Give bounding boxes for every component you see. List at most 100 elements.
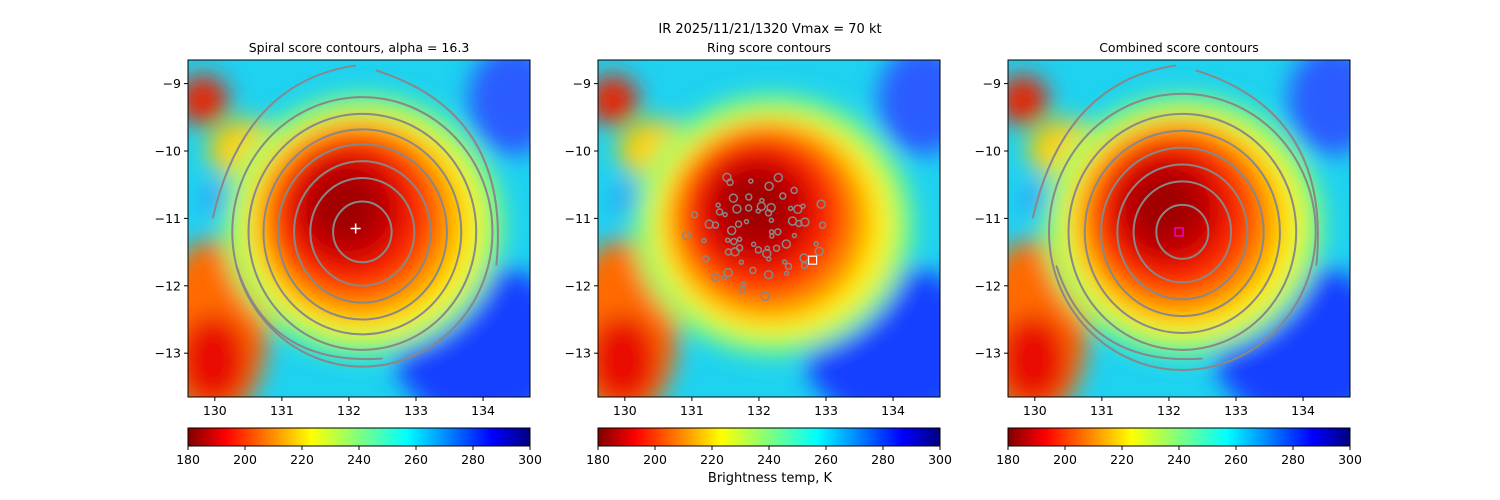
contour-line: [818, 221, 827, 229]
colorbar-tick-label: 240: [347, 452, 371, 467]
contour-line: [715, 202, 721, 208]
contour-line: [1155, 203, 1210, 260]
colorbar-tick-label: 280: [461, 452, 485, 467]
colorbar-tick-label: 180: [176, 452, 200, 467]
contour-line: [773, 172, 784, 183]
x-tick-label: 131: [1090, 403, 1114, 418]
colorbar-2: 180 200 220 240 260 280 300: [586, 427, 952, 467]
contour-line: [704, 219, 715, 229]
colorbar-tick-label: 220: [700, 452, 724, 467]
x-tick-label: 130: [613, 403, 637, 418]
panel-title-1: Spiral score contours, alpha = 16.3: [248, 40, 470, 55]
contour-line: [732, 204, 742, 214]
contour-line: [1067, 112, 1298, 351]
x-tick-label: 134: [1291, 403, 1315, 418]
colorbar-tick-label: 220: [290, 452, 314, 467]
y-tick-label: −11: [155, 211, 181, 226]
contour-line: [764, 245, 771, 252]
contour-line: [681, 230, 692, 241]
contour-line: [332, 200, 393, 264]
y-tick-label: −13: [975, 346, 1001, 361]
center-marker: [1174, 227, 1184, 237]
contour-line: [768, 217, 775, 224]
contour-line: [800, 217, 810, 227]
x-tick-label: 130: [203, 403, 227, 418]
contour-line: [759, 197, 765, 204]
y-tick-label: −13: [565, 346, 591, 361]
y-tick-label: −12: [155, 278, 181, 293]
panel-title-3: Combined score contours: [1099, 40, 1259, 55]
y-tick-label: −9: [163, 76, 181, 91]
contour-line: [769, 233, 775, 239]
contour-line: [722, 172, 732, 183]
contour-line: [710, 272, 721, 282]
contour-line: [701, 237, 707, 244]
ir-image-2: [598, 60, 940, 397]
contour-line: [749, 266, 757, 275]
contour-line: [730, 247, 740, 257]
y-tick-label: −13: [155, 346, 181, 361]
contour-line: [1083, 129, 1281, 334]
contour-line: [722, 211, 728, 218]
colorbar-tick-label: 200: [643, 452, 667, 467]
colorbar-tick-label: 200: [1053, 452, 1077, 467]
colorbar-tick-label: 280: [871, 452, 895, 467]
colorbar-3: 180 200 220 240 260 280 300: [996, 427, 1362, 467]
panel-1: 130 131 132 133 134 −9 −10 −11 −12 −13 180 200 220 24…: [155, 59, 542, 467]
contour-line: [814, 246, 825, 257]
contour-line: [816, 199, 826, 209]
colorbar-tick-label: 280: [1281, 452, 1305, 467]
y-tick-label: −11: [975, 211, 1001, 226]
figure-suptitle: IR 2025/11/21/1320 Vmax = 70 kt: [0, 22, 1500, 38]
y-tick-label: −12: [565, 278, 591, 293]
contour-line: [750, 241, 757, 248]
axes-frame: [597, 59, 941, 398]
contour-line: [772, 244, 781, 252]
colorbar-tick-label: 240: [1167, 452, 1191, 467]
panel-title-2: Ring score contours: [706, 40, 832, 55]
contour-line: [1116, 163, 1249, 301]
contour-line: [787, 205, 794, 212]
contour-line: [715, 208, 724, 216]
colorbar-tick-label: 200: [233, 452, 257, 467]
y-tick-label: −10: [155, 143, 181, 158]
contour-line: [800, 203, 806, 209]
contour-line: [1031, 64, 1176, 219]
x-tick-label: 134: [881, 403, 905, 418]
x-tick-label: 132: [337, 403, 361, 418]
contour-line: [375, 69, 499, 266]
y-tick-label: −12: [975, 278, 1001, 293]
y-tick-label: −9: [573, 76, 591, 91]
contour-line: [262, 128, 463, 336]
x-tick-label: 133: [404, 403, 428, 418]
contour-line: [1048, 92, 1317, 372]
contour-line: [787, 216, 798, 226]
colorbar-tick-label: 300: [928, 452, 952, 467]
colorbar-tick-label: 180: [996, 452, 1020, 467]
colorbar-tick-label: 260: [404, 452, 428, 467]
colorbar-tick-label: 260: [814, 452, 838, 467]
y-tick-label: −10: [975, 143, 1001, 158]
center-marker: [350, 223, 361, 234]
contour-line: [791, 232, 798, 239]
contour-line: [724, 237, 731, 243]
contour-line: [738, 286, 747, 294]
y-tick-label: −9: [983, 76, 1001, 91]
colorbar-tick-label: 300: [1338, 452, 1362, 467]
contour-line: [744, 193, 753, 201]
x-tick-label: 133: [814, 403, 838, 418]
colorbar-label: Brightness temp, K: [707, 471, 833, 486]
suptitle-line-1: IR 2025/11/21/1320 Vmax = 70 kt: [658, 22, 882, 37]
contour-line: [763, 269, 774, 280]
contour-line: [748, 178, 754, 184]
contour-line: [690, 211, 699, 219]
contour-line: [766, 202, 776, 213]
contour-line: [1132, 180, 1233, 284]
contour-line: [738, 259, 745, 265]
contour-line: [783, 270, 790, 277]
x-tick-label: 131: [270, 403, 294, 418]
colorbar-tick-label: 180: [586, 452, 610, 467]
contour-line: [779, 192, 787, 200]
contour-line: [736, 236, 743, 243]
